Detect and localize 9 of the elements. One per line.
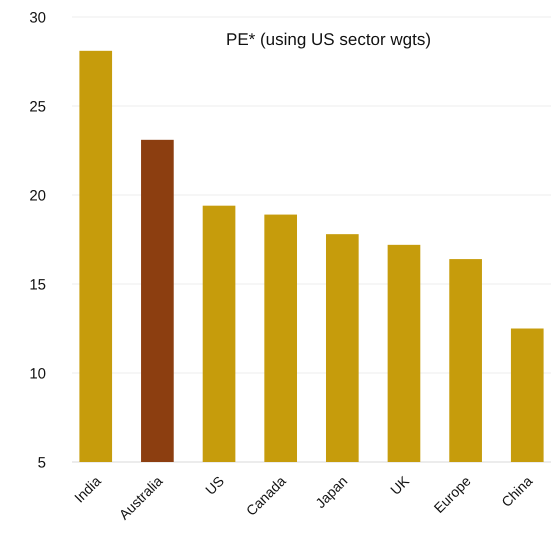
x-tick-label: UK	[387, 472, 413, 498]
y-tick-label: 25	[29, 98, 46, 116]
x-tick-label: US	[202, 472, 228, 498]
y-tick-label: 5	[38, 454, 46, 472]
y-tick-label: 20	[29, 187, 46, 204]
y-tick-label: 30	[29, 9, 46, 26]
y-tick-label: 15	[29, 276, 46, 294]
y-tick-label: 10	[29, 365, 46, 382]
text: PE* (using US sector wgts)	[226, 30, 432, 49]
